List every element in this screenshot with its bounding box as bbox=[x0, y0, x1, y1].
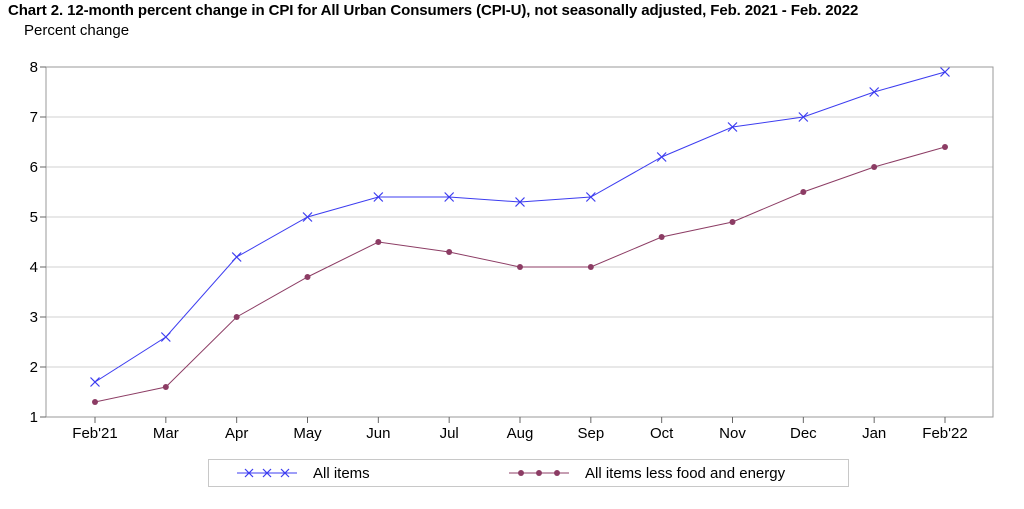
y-axis-label: Percent change bbox=[24, 22, 130, 39]
data-point-dot bbox=[446, 249, 453, 255]
gridlines bbox=[46, 116, 993, 368]
data-point-x-marker bbox=[160, 332, 171, 342]
x-tick-label: Nov bbox=[719, 425, 746, 442]
y-tick-label: 8 bbox=[30, 59, 38, 76]
data-point-x-marker bbox=[798, 112, 809, 122]
y-tick-label: 5 bbox=[30, 209, 38, 226]
x-tick-label: May bbox=[293, 425, 322, 442]
y-tick-label: 1 bbox=[30, 409, 38, 426]
data-point-x-marker bbox=[585, 192, 596, 202]
data-point-x-marker bbox=[302, 212, 313, 222]
legend-label-all-items: All items bbox=[313, 464, 370, 482]
x-tick-label: Jun bbox=[366, 425, 390, 442]
data-point-dot bbox=[304, 274, 311, 280]
y-axis-ticks: 1 2 3 4 5 6 7 8 bbox=[30, 59, 46, 426]
data-point-dot bbox=[800, 189, 807, 195]
x-tick-label: Sep bbox=[577, 425, 604, 442]
series-line-1 bbox=[94, 146, 946, 403]
x-tick-label: Jan bbox=[862, 425, 886, 442]
series-line-0 bbox=[94, 71, 946, 383]
data-point-x-marker bbox=[656, 152, 667, 162]
x-tick-label: Dec bbox=[790, 425, 817, 442]
data-point-dot bbox=[658, 234, 665, 240]
legend-x-marker-icon bbox=[237, 468, 297, 478]
legend-item-series-1: All items less food and energy bbox=[509, 460, 785, 486]
y-tick-label: 2 bbox=[30, 359, 38, 376]
x-tick-label: Oct bbox=[650, 425, 674, 442]
line-chart: 1 2 3 4 5 6 7 8 Feb'21 Mar Apr May Jun Jul Aug Sep Oct N… bbox=[30, 59, 994, 442]
data-point-dot bbox=[375, 239, 382, 245]
data-point-dot bbox=[517, 264, 523, 270]
series-group bbox=[90, 67, 950, 405]
legend: All items All items less food and energy bbox=[208, 459, 849, 487]
data-point-dot bbox=[233, 314, 240, 320]
data-point-x-marker bbox=[515, 197, 525, 207]
data-point-dot bbox=[92, 399, 98, 405]
chart-title: Chart 2. 12-month percent change in CPI … bbox=[8, 2, 859, 19]
legend-dot-marker-icon bbox=[509, 470, 569, 476]
x-tick-label: Apr bbox=[225, 425, 248, 442]
data-point-x-marker bbox=[869, 87, 880, 97]
y-tick-label: 6 bbox=[30, 159, 38, 176]
data-point-dot bbox=[871, 164, 878, 170]
data-point-dot bbox=[729, 219, 736, 225]
data-point-x-marker bbox=[90, 377, 100, 387]
data-point-x-marker bbox=[940, 67, 950, 77]
legend-label-core: All items less food and energy bbox=[585, 464, 786, 482]
x-tick-label: Mar bbox=[153, 425, 179, 442]
data-point-x-marker bbox=[231, 252, 242, 262]
x-tick-label: Feb'21 bbox=[72, 425, 117, 442]
data-point-dot bbox=[587, 264, 594, 270]
data-point-x-marker bbox=[373, 192, 384, 202]
x-tick-label: Jul bbox=[440, 425, 459, 442]
data-point-x-marker bbox=[727, 122, 738, 132]
y-tick-label: 7 bbox=[30, 109, 38, 126]
legend-item-series-0: All items bbox=[237, 460, 370, 486]
x-axis-ticks: Feb'21 Mar Apr May Jun Jul Aug Sep Oct Nov Dec Jan F… bbox=[72, 417, 968, 442]
y-tick-label: 4 bbox=[30, 259, 38, 276]
x-tick-label: Aug bbox=[507, 425, 534, 442]
data-point-dot bbox=[942, 144, 948, 150]
y-tick-label: 3 bbox=[30, 309, 38, 326]
x-tick-label: Feb'22 bbox=[922, 425, 967, 442]
data-point-x-marker bbox=[444, 192, 455, 202]
data-point-dot bbox=[162, 384, 169, 390]
